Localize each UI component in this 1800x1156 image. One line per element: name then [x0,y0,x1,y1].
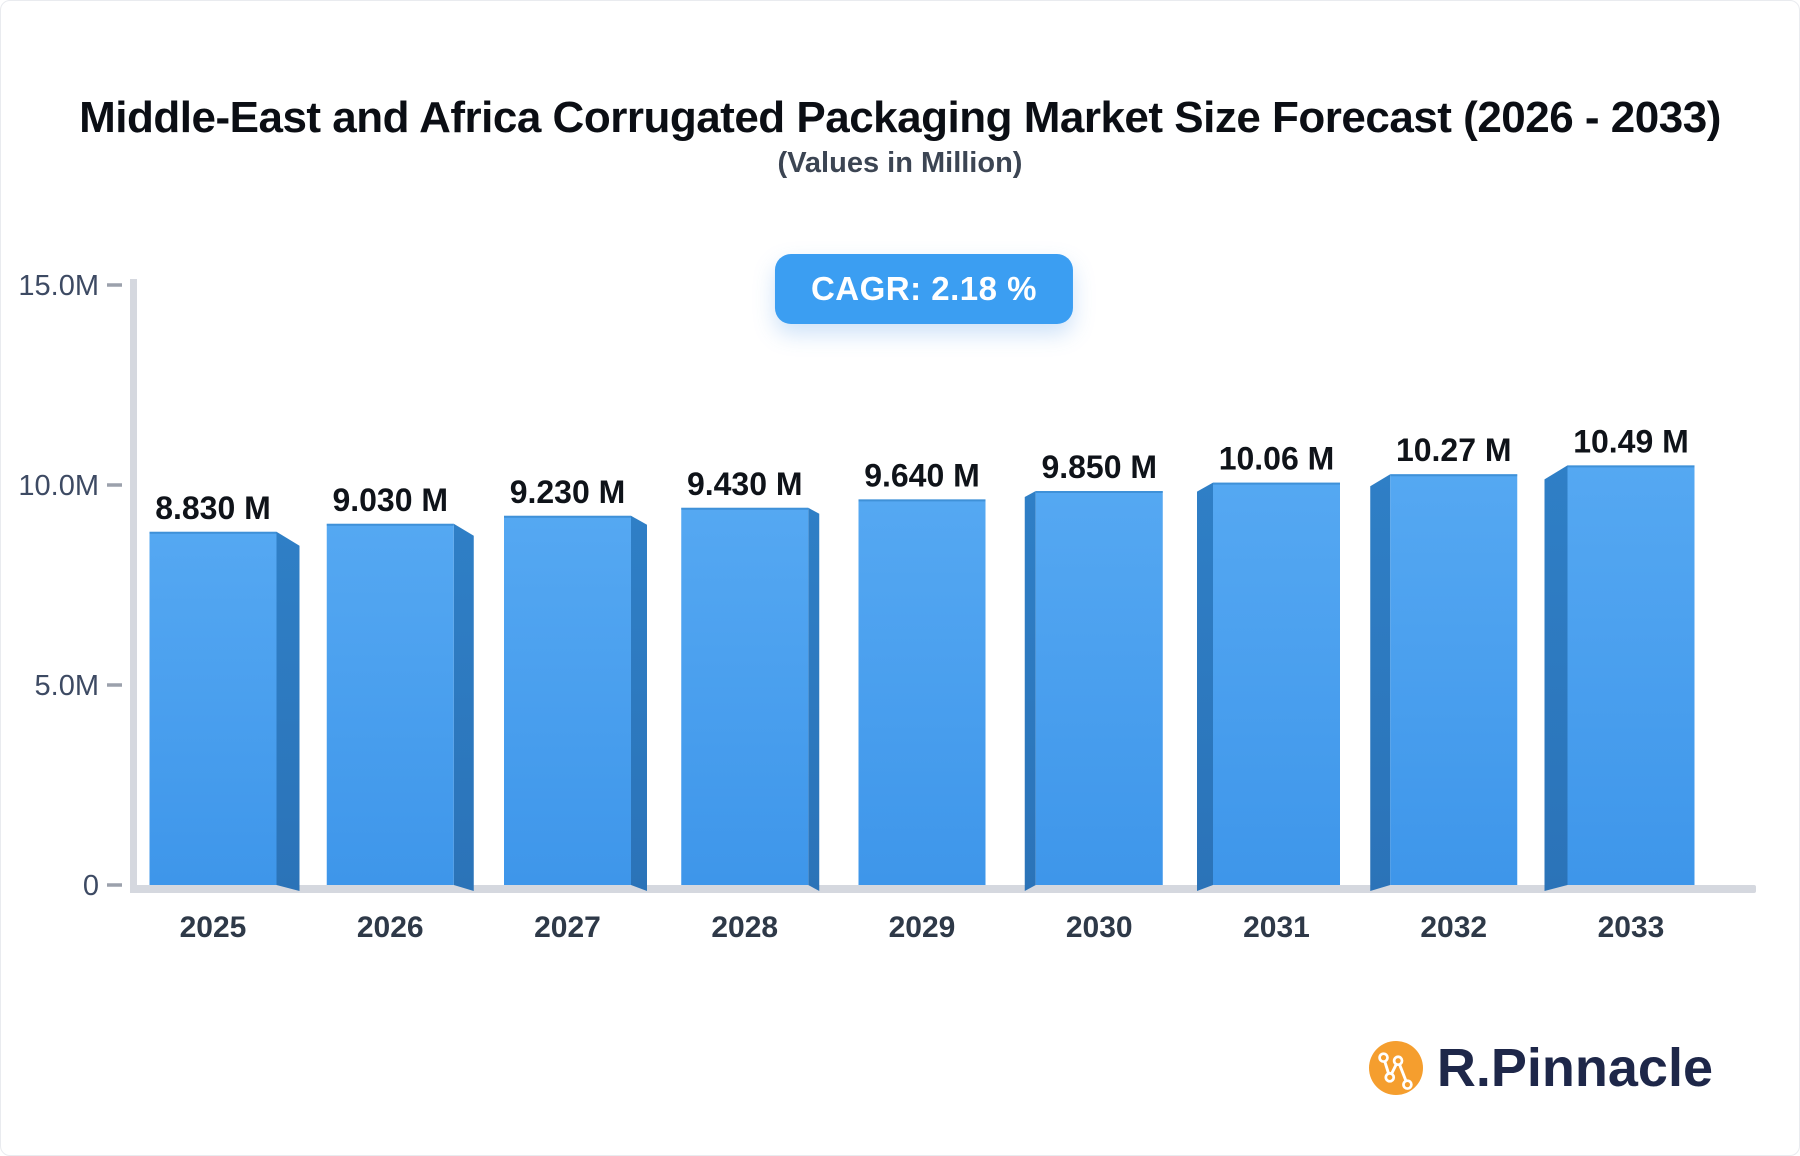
bar-side [1370,474,1391,891]
x-axis-label-2032: 2032 [1420,911,1487,944]
bar-group-2027: 9.230 M 2027 [504,474,647,944]
bar-value-label: 9.430 M [687,466,803,502]
bar-face [1035,491,1163,885]
bar-group-2030: 9.850 M 2030 [1024,449,1163,944]
bar-face [1390,474,1518,885]
bar-face [1213,482,1340,885]
bar-group-2025: 8.830 M 2025 [149,490,300,944]
bar-side [1024,491,1036,891]
bar-face [858,499,986,885]
bar-value-label: 9.850 M [1041,449,1157,485]
bar-side [276,531,300,891]
bar-side [631,515,647,891]
cagr-badge-label: CAGR: 2.18 % [810,270,1038,307]
chart-subtitle: (Values in Million) [777,147,1023,179]
x-axis-label-2026: 2026 [357,911,424,944]
bar-group-2028: 9.430 M 2028 [681,466,820,944]
x-axis-label-2033: 2033 [1598,911,1665,944]
cagr-badge: CAGR: 2.18 % [774,254,1074,324]
x-axis-label-2025: 2025 [180,911,247,944]
logo-node [1384,1072,1395,1083]
logo-node [1392,1055,1404,1067]
bar-side [1544,465,1568,891]
x-axis-label-2028: 2028 [711,911,778,944]
x-axis-label-2031: 2031 [1243,911,1310,944]
bar-face [149,531,277,885]
bar-value-label: 9.030 M [332,482,448,518]
brand-logo: R.Pinnacle [1368,1037,1713,1099]
bar-value-label: 10.49 M [1573,423,1689,459]
bar-face [681,507,809,885]
bar-group-2031: 10.06 M 2031 [1197,441,1340,944]
logo-node [1402,1079,1413,1090]
bar-group-2033: 10.49 M 2033 [1544,423,1695,944]
x-axis-label-2027: 2027 [534,911,601,944]
logo-node [1378,1052,1389,1063]
x-axis-line [130,885,1756,893]
x-axis-label-2030: 2030 [1066,911,1133,944]
chart-title: Middle-East and Africa Corrugated Packag… [79,93,1721,142]
bar-group-2032: 10.27 M 2032 [1370,432,1518,944]
bar-value-label: 8.830 M [155,490,271,526]
x-axis-label-2029: 2029 [889,911,956,944]
bar-side [453,523,474,891]
logo-zigzag-line [1382,1057,1409,1086]
bar-face [326,523,454,885]
bar-side [808,507,820,891]
y-tick-label-10.0M: 10.0M [18,470,99,502]
bar-value-label: 9.640 M [864,457,980,493]
bar-value-label: 10.27 M [1396,432,1512,468]
bar-value-label: 9.230 M [510,474,626,510]
bar-side [1197,482,1213,891]
y-tick-label-0: 0 [83,870,99,902]
bar-value-label: 10.06 M [1219,441,1335,477]
y-tick-label-5.0M: 5.0M [35,670,99,702]
y-tick-label-15.0M: 15.0M [18,270,99,302]
bar-face [504,515,631,885]
y-axis-line [130,279,137,893]
bar-group-2029: 9.640 M 2029 [858,457,986,944]
brand-name: R.Pinnacle [1436,1038,1713,1098]
bar-group-2026: 9.030 M 2026 [326,482,474,944]
network-graph-icon [1368,1041,1423,1095]
bar-face [1567,465,1695,885]
